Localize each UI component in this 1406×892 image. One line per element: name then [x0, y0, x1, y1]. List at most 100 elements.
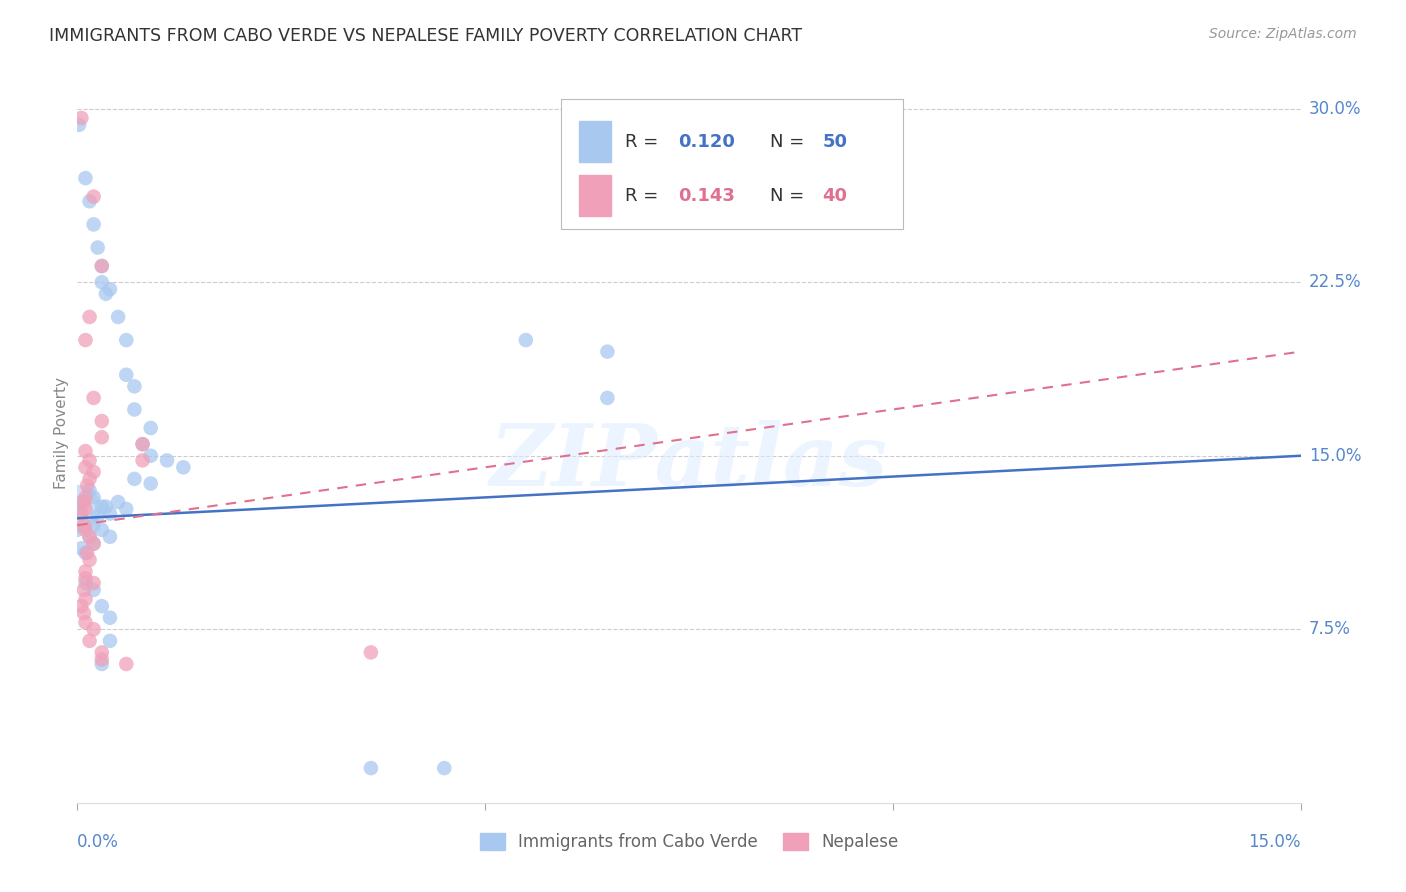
Point: [90, 259, 112, 273]
Point: [98, 633, 121, 648]
Text: ZIPatlas: ZIPatlas: [489, 420, 889, 504]
Point: [90, 657, 112, 671]
Point: [115, 502, 138, 516]
Text: 50: 50: [823, 133, 848, 151]
Point: [79, 553, 101, 567]
Text: R =: R =: [626, 186, 664, 204]
Point: [79, 472, 101, 486]
Text: 0.120: 0.120: [678, 133, 735, 151]
Point: [139, 449, 162, 463]
Point: [124, 402, 146, 417]
Point: [131, 437, 153, 451]
Point: [83, 622, 105, 636]
Text: 7.5%: 7.5%: [1309, 620, 1351, 639]
Point: [115, 333, 138, 347]
Point: [75, 502, 97, 516]
Point: [83, 537, 105, 551]
Point: [83, 537, 105, 551]
Point: [90, 275, 112, 289]
Point: [139, 421, 162, 435]
Point: [75, 460, 97, 475]
Point: [83, 518, 105, 533]
Point: [75, 571, 97, 585]
Point: [75, 333, 97, 347]
Point: [79, 194, 101, 209]
Point: [75, 444, 97, 458]
Point: [596, 391, 619, 405]
Legend: Immigrants from Cabo Verde, Nepalese: Immigrants from Cabo Verde, Nepalese: [472, 826, 905, 857]
Point: [360, 645, 382, 659]
Text: IMMIGRANTS FROM CABO VERDE VS NEPALESE FAMILY POVERTY CORRELATION CHART: IMMIGRANTS FROM CABO VERDE VS NEPALESE F…: [49, 27, 803, 45]
Point: [83, 465, 105, 479]
Point: [75, 171, 97, 186]
Bar: [579, 176, 610, 216]
Point: [596, 344, 619, 359]
Text: 0.143: 0.143: [678, 186, 735, 204]
Point: [75, 592, 97, 607]
Point: [90, 599, 112, 614]
Text: N =: N =: [769, 133, 810, 151]
Point: [67, 118, 90, 132]
Text: 30.0%: 30.0%: [1309, 100, 1361, 118]
Point: [79, 310, 101, 324]
Point: [66, 502, 89, 516]
Point: [83, 218, 105, 232]
Point: [73, 582, 96, 597]
Point: [360, 761, 382, 775]
Text: 15.0%: 15.0%: [1309, 447, 1361, 465]
Point: [139, 476, 162, 491]
Point: [70, 111, 93, 125]
Point: [76, 546, 98, 560]
Y-axis label: Family Poverty: Family Poverty: [53, 376, 69, 489]
Point: [66, 523, 89, 537]
Text: 40: 40: [823, 186, 848, 204]
Text: 22.5%: 22.5%: [1309, 273, 1361, 291]
Point: [90, 430, 112, 444]
Point: [75, 576, 97, 591]
Point: [98, 507, 121, 521]
Point: [131, 453, 153, 467]
Point: [90, 652, 112, 666]
Point: [66, 502, 89, 516]
Point: [83, 576, 105, 591]
Point: [87, 508, 110, 523]
Point: [83, 189, 105, 203]
Text: R =: R =: [626, 133, 664, 151]
Point: [124, 379, 146, 393]
Point: [73, 518, 96, 533]
Point: [79, 453, 101, 467]
Point: [70, 541, 93, 556]
Point: [94, 500, 117, 514]
Point: [98, 611, 121, 625]
Point: [90, 500, 112, 514]
Point: [83, 582, 105, 597]
Point: [107, 495, 129, 509]
Point: [73, 606, 96, 620]
Point: [90, 414, 112, 428]
Point: [156, 453, 179, 467]
Point: [83, 491, 105, 505]
Point: [75, 491, 97, 505]
Point: [515, 333, 537, 347]
Point: [79, 530, 101, 544]
Point: [98, 530, 121, 544]
Point: [172, 460, 194, 475]
Point: [75, 565, 97, 579]
Point: [70, 495, 93, 509]
Point: [75, 615, 97, 630]
Point: [433, 761, 456, 775]
Point: [75, 546, 97, 560]
Point: [90, 645, 112, 659]
Bar: [579, 121, 610, 162]
Point: [70, 599, 93, 614]
Point: [79, 633, 101, 648]
Point: [94, 286, 117, 301]
Point: [98, 282, 121, 296]
Point: [90, 259, 112, 273]
Point: [73, 495, 96, 509]
Text: 0.0%: 0.0%: [77, 833, 120, 851]
Text: Source: ZipAtlas.com: Source: ZipAtlas.com: [1209, 27, 1357, 41]
Point: [107, 310, 129, 324]
Point: [83, 391, 105, 405]
Point: [124, 472, 146, 486]
